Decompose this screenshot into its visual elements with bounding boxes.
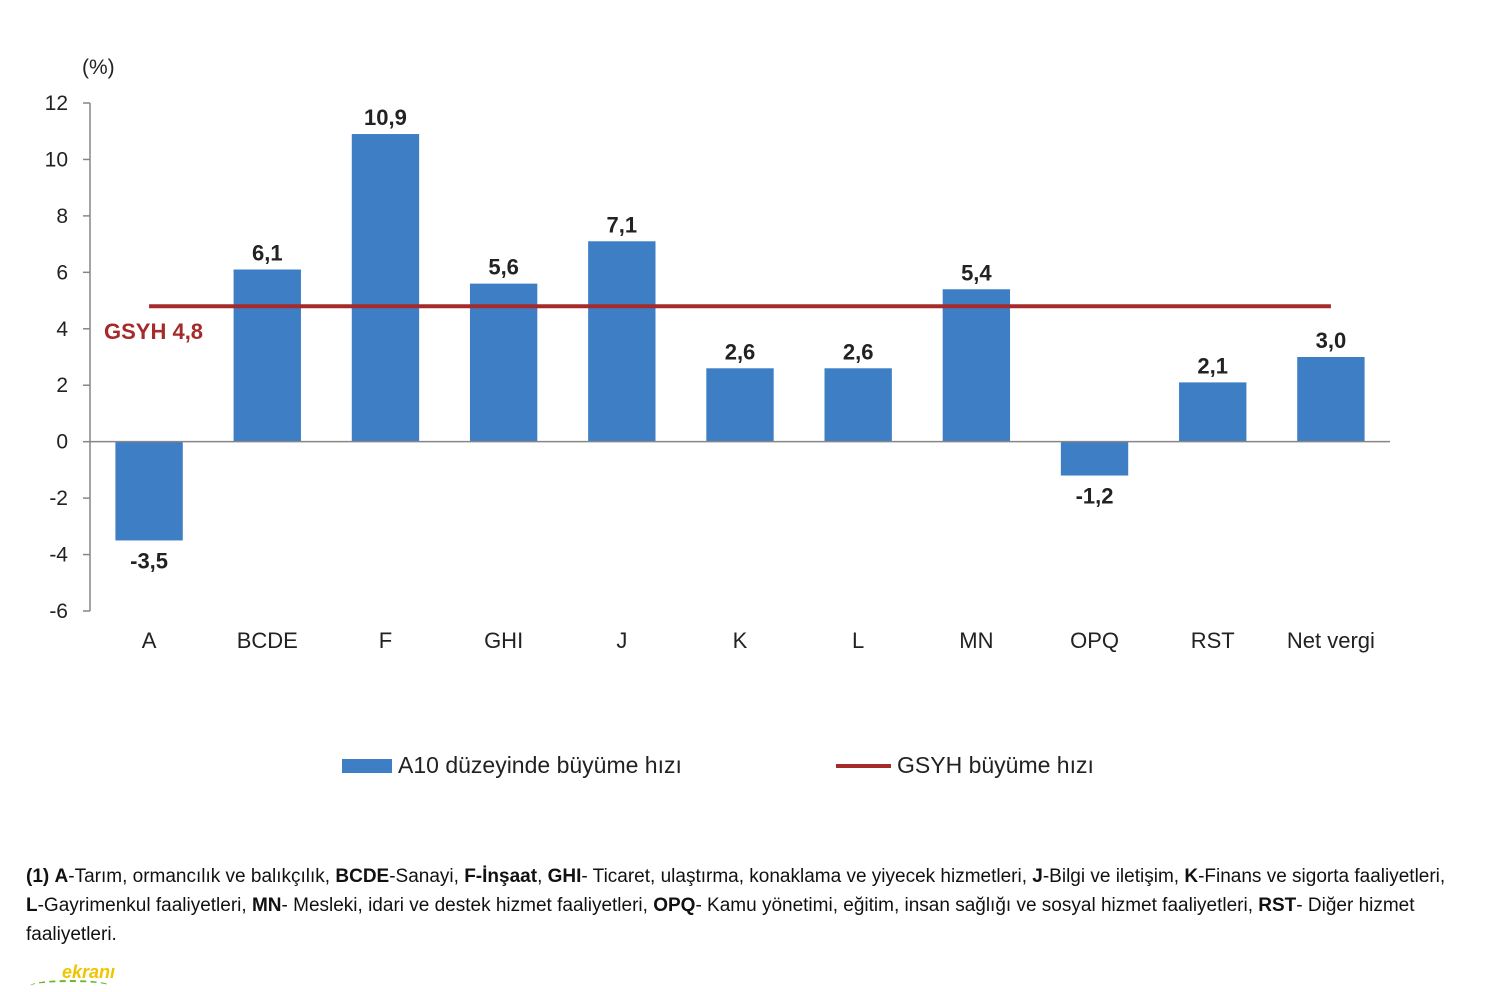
data-label: -3,5 bbox=[130, 548, 168, 573]
x-tick-label: MN bbox=[959, 628, 993, 653]
data-label: 10,9 bbox=[364, 105, 407, 130]
legend-swatch-bars bbox=[342, 758, 392, 773]
bar bbox=[824, 368, 892, 442]
y-tick-label: 10 bbox=[45, 148, 68, 171]
footnote-key-a: A bbox=[54, 866, 69, 887]
footnote-text-bcde: -Sanayi, bbox=[389, 866, 465, 887]
y-tick-label: 12 bbox=[45, 92, 68, 115]
y-tick-label: 6 bbox=[56, 261, 68, 284]
data-label: 2,6 bbox=[725, 339, 756, 364]
x-tick-label: K bbox=[733, 628, 748, 653]
gdp-growth-label: GSYH 4,8 bbox=[104, 319, 203, 344]
bar bbox=[233, 269, 301, 442]
legend-swatch-line bbox=[836, 763, 891, 768]
y-tick-label: -2 bbox=[49, 487, 68, 510]
data-label: 5,4 bbox=[961, 260, 992, 285]
bar bbox=[588, 241, 656, 442]
data-label: 2,6 bbox=[843, 339, 874, 364]
footnote-key-bcde: BCDE bbox=[335, 866, 390, 887]
footnote-text-rst: - Diğer hizmet faaliyetleri. bbox=[26, 895, 1415, 945]
footnote-key-l: L bbox=[26, 895, 38, 916]
x-tick-label: OPQ bbox=[1070, 628, 1119, 653]
x-tick-label: RST bbox=[1191, 628, 1235, 653]
data-label: 3,0 bbox=[1316, 328, 1347, 353]
y-tick-label: -6 bbox=[49, 600, 68, 623]
y-axis-unit-label: (%) bbox=[82, 56, 115, 79]
footnote-number: (1) bbox=[26, 866, 50, 887]
x-tick-label: Net vergi bbox=[1287, 628, 1375, 653]
y-tick-label: 4 bbox=[56, 318, 68, 341]
bar bbox=[115, 441, 183, 541]
data-label: 5,6 bbox=[488, 255, 519, 280]
bar bbox=[706, 368, 774, 442]
watermark-swoosh bbox=[30, 980, 110, 992]
footnote: (1) A-Tarım, ormancılık ve balıkçılık, B… bbox=[26, 862, 1466, 949]
legend-item-bars: A10 düzeyinde büyüme hızı bbox=[342, 752, 682, 779]
footnote-text-k: -Finans ve sigorta faaliyetleri, bbox=[1198, 866, 1446, 887]
bar bbox=[469, 283, 538, 442]
footnote-text-opq: - Kamu yönetimi, eğitim, insan sağlığı v… bbox=[695, 895, 1259, 916]
data-label: 7,1 bbox=[607, 212, 638, 237]
footnote-key-opq: OPQ bbox=[653, 895, 696, 916]
footnote-key-mn: MN bbox=[251, 895, 282, 916]
x-tick-label: J bbox=[616, 628, 627, 653]
footnote-text-f: , bbox=[537, 866, 548, 887]
x-tick-label: L bbox=[852, 628, 864, 653]
y-tick-label: 2 bbox=[56, 374, 68, 397]
x-tick-label: GHI bbox=[484, 628, 523, 653]
y-tick-label: -4 bbox=[49, 544, 68, 567]
bar-chart: (%) 12 10 8 6 4 2 0 -2 -4 -6 -3,5 A 6,1 BCDE 10,9 F 5,6 GH… bbox=[45, 56, 1390, 653]
data-label: -1,2 bbox=[1076, 484, 1114, 509]
footnote-key-rst: RST bbox=[1258, 895, 1297, 916]
footnote-key-j: J bbox=[1032, 866, 1043, 887]
bar bbox=[942, 289, 1011, 442]
footnote-text-l: -Gayrimenkul faaliyetleri, bbox=[37, 895, 252, 916]
x-tick-label: A bbox=[142, 628, 157, 653]
y-tick-label: 8 bbox=[56, 205, 68, 228]
footnote-key-f: F-İnşaat bbox=[464, 866, 538, 887]
legend-item-line: GSYH büyüme hızı bbox=[836, 752, 1094, 779]
legend-label-line: GSYH büyüme hızı bbox=[897, 752, 1094, 778]
bar bbox=[351, 134, 420, 442]
footnote-key-ghi: GHI bbox=[547, 866, 582, 887]
x-tick-label: BCDE bbox=[237, 628, 298, 653]
legend-label-bars: A10 düzeyinde büyüme hızı bbox=[398, 752, 682, 778]
bar bbox=[1060, 441, 1129, 476]
footnote-text-mn: - Mesleki, idari ve destek hizmet faaliy… bbox=[281, 895, 654, 916]
data-label: 6,1 bbox=[252, 241, 283, 266]
legend: A10 düzeyinde büyüme hızı GSYH büyüme hı… bbox=[0, 752, 1496, 786]
footnote-text-j: -Bilgi ve iletişim, bbox=[1042, 866, 1185, 887]
watermark-logo: ekranı bbox=[62, 962, 116, 982]
footnote-text-ghi: - Ticaret, ulaştırma, konaklama ve yiyec… bbox=[581, 866, 1033, 887]
data-label: 2,1 bbox=[1197, 353, 1228, 378]
footnote-key-k: K bbox=[1184, 866, 1199, 887]
footnote-text-a: -Tarım, ormancılık ve balıkçılık, bbox=[68, 866, 336, 887]
y-tick-label: 0 bbox=[56, 431, 68, 454]
bar bbox=[1297, 357, 1365, 442]
bar bbox=[1179, 382, 1247, 442]
x-tick-label: F bbox=[379, 628, 392, 653]
